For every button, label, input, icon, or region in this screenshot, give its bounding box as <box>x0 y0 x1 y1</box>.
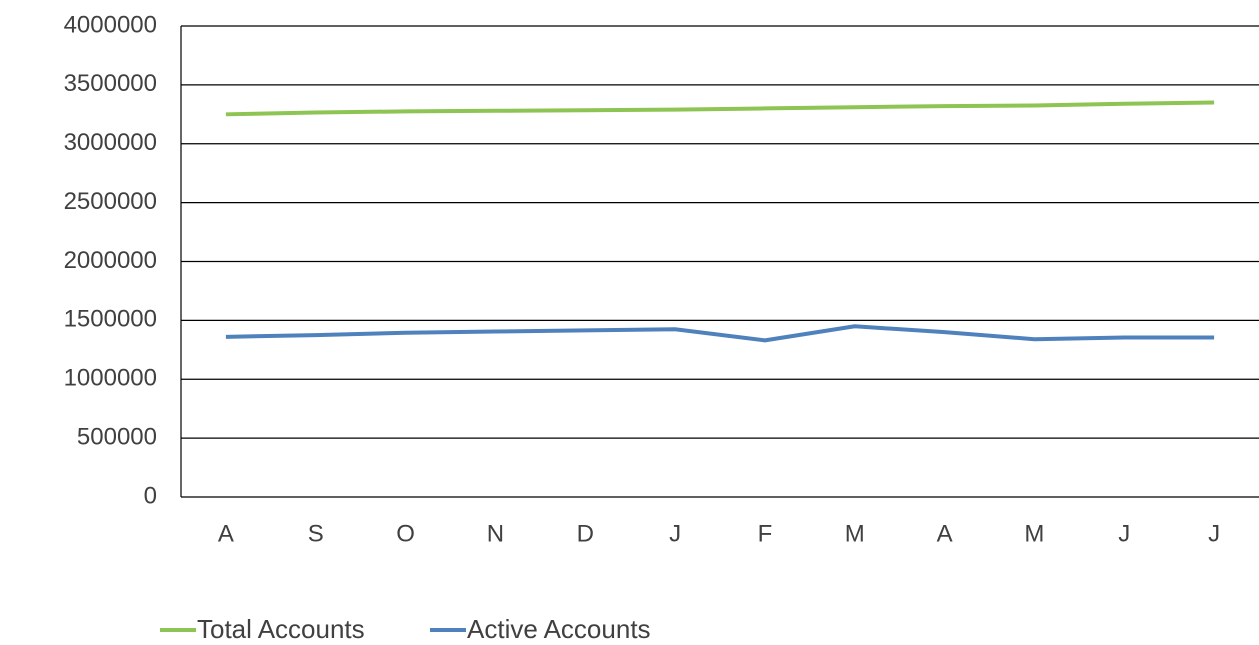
y-tick-label: 0 <box>144 482 157 509</box>
y-tick-label: 1000000 <box>64 365 157 392</box>
x-tick-label: A <box>937 520 953 547</box>
x-tick-label: M <box>1024 520 1044 547</box>
legend-label: Total Accounts <box>197 614 365 644</box>
y-tick-label: 2500000 <box>64 188 157 215</box>
y-tick-label: 3500000 <box>64 70 157 97</box>
series-line <box>225 324 1215 343</box>
y-tick-label: 3000000 <box>64 129 157 156</box>
y-tick-label: 1500000 <box>64 306 157 333</box>
x-tick-label: M <box>845 520 865 547</box>
legend-label: Active Accounts <box>467 614 651 644</box>
x-tick-label: J <box>669 520 681 547</box>
x-tick-label: F <box>758 520 773 547</box>
x-tick-label: N <box>487 520 504 547</box>
series-line <box>225 100 1215 117</box>
y-tick-label: 2000000 <box>64 247 157 274</box>
x-tick-label: A <box>218 520 234 547</box>
x-tick-label: O <box>396 520 415 547</box>
x-tick-label: J <box>1208 520 1220 547</box>
y-tick-label: 4000000 <box>64 11 157 38</box>
x-tick-label: J <box>1118 520 1130 547</box>
x-tick-label: D <box>577 520 594 547</box>
x-tick-label: S <box>308 520 324 547</box>
y-tick-label: 500000 <box>77 423 157 450</box>
